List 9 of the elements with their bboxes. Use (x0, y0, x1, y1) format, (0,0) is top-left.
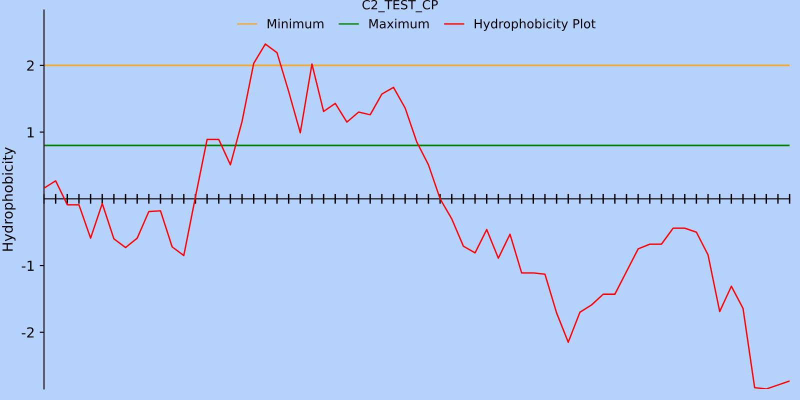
y-tick-label: -2 (22, 327, 34, 338)
y-axis-title: Hydrophobicity (2, 147, 16, 251)
y-tick-label: 2 (27, 60, 34, 71)
y-tick-label: -1 (22, 260, 34, 271)
chart-title: C2_TEST_CP (362, 0, 438, 12)
y-tick-label: 1 (28, 127, 34, 138)
legend-label: Minimum (268, 18, 324, 28)
legend-label: Hydrophobicity Plot (474, 18, 596, 31)
legend-label: Maximum (369, 18, 429, 28)
